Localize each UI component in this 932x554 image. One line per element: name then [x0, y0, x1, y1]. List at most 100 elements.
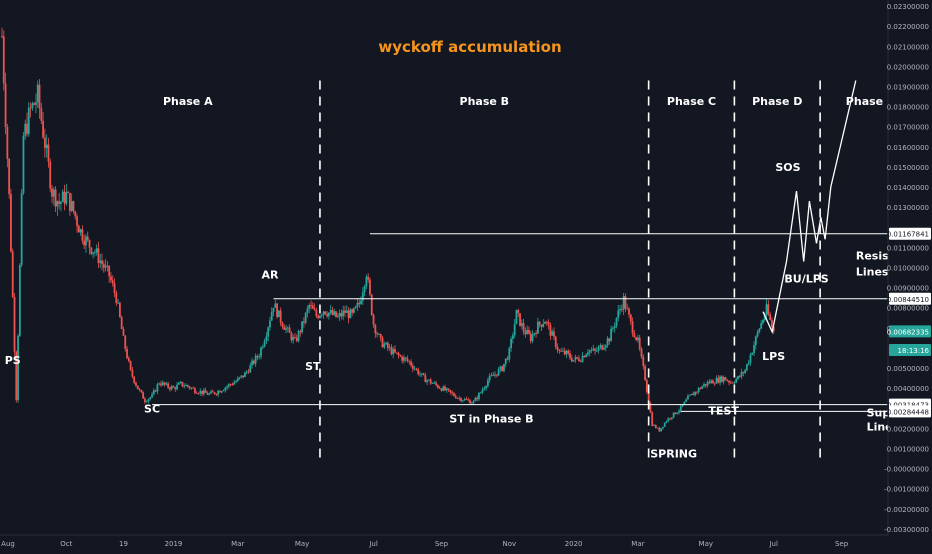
candle-body	[751, 352, 754, 355]
candle-body	[204, 390, 207, 393]
candle-body	[769, 314, 772, 320]
candle-body	[422, 373, 425, 376]
candle-body	[397, 352, 400, 356]
candle-body	[104, 265, 107, 268]
price-label: 0.00284448	[887, 408, 929, 416]
candle-body	[435, 382, 437, 385]
candle-body	[29, 107, 32, 109]
time-axis-background	[0, 535, 932, 550]
time-tick-label: Oct	[60, 540, 72, 548]
candle-body	[183, 386, 186, 387]
candle-body	[261, 346, 264, 348]
candle-body	[742, 371, 745, 374]
candle-body	[13, 296, 16, 352]
time-tick-label: Jul	[368, 540, 378, 548]
candle-body	[526, 329, 529, 335]
price-tick-label: 0.02300000	[887, 3, 929, 11]
price-label: 0.00844510	[887, 296, 929, 304]
candle-body	[704, 384, 707, 386]
candle-body	[522, 323, 525, 332]
phase-label: Phase A	[163, 95, 213, 108]
candle-body	[729, 382, 732, 384]
candle-body	[553, 331, 555, 337]
candle-body	[733, 382, 736, 384]
candle-body	[556, 347, 559, 350]
candle-body	[538, 321, 541, 325]
candle-body	[585, 354, 588, 358]
candle-body	[583, 355, 586, 358]
candle-body	[297, 331, 300, 341]
candle-body	[385, 342, 387, 345]
time-tick-label: Nov	[502, 540, 516, 548]
candle-body	[762, 320, 764, 324]
candle-body	[74, 211, 77, 217]
candle-body	[311, 305, 314, 309]
price-tick-label: 0.02100000	[887, 43, 929, 51]
candle-body	[637, 337, 639, 340]
candle-body	[551, 331, 554, 336]
candle-body	[413, 368, 416, 370]
candle-body	[90, 247, 93, 254]
candle-body	[263, 341, 266, 347]
candle-body	[227, 384, 230, 387]
candle-body	[706, 382, 709, 386]
candle-body	[152, 390, 155, 395]
candle-body	[68, 192, 71, 211]
candle-body	[206, 392, 209, 395]
candle-body	[36, 84, 39, 103]
candle-body	[101, 260, 103, 265]
candle-body	[647, 391, 650, 404]
candle-body	[249, 365, 252, 373]
candle-body	[403, 357, 405, 361]
candle-body	[345, 310, 348, 313]
candle-body	[431, 383, 434, 385]
candle-body	[678, 410, 680, 413]
candle-body	[327, 312, 330, 317]
candle-body	[749, 354, 752, 363]
candle-body	[554, 336, 557, 348]
candle-body	[474, 397, 477, 402]
candle-body	[670, 417, 673, 419]
candle-body	[60, 201, 62, 204]
candle-body	[463, 398, 466, 401]
candle-body	[367, 276, 370, 280]
candle-body	[488, 375, 491, 381]
time-tick-label: 2020	[565, 540, 583, 548]
candle-body	[504, 358, 507, 364]
candle-body	[372, 314, 375, 325]
time-tick-label: Mar	[231, 540, 244, 548]
candle-body	[533, 333, 536, 335]
candle-body	[720, 376, 723, 382]
candle-body	[352, 308, 355, 313]
candle-body	[154, 390, 157, 392]
candle-body	[110, 276, 112, 281]
candle-body	[177, 383, 180, 385]
candle-body	[169, 387, 171, 390]
candle-body	[701, 386, 704, 389]
candle-body	[215, 394, 218, 395]
candle-body	[147, 398, 150, 402]
candle-body	[299, 331, 302, 333]
price-tick-label: 0.00200000	[887, 425, 929, 433]
candle-body	[233, 382, 236, 385]
candle-body	[688, 395, 691, 396]
candle-body	[461, 400, 464, 402]
candle-body	[687, 395, 689, 400]
candle-body	[469, 400, 471, 404]
candle-body	[499, 366, 502, 370]
candle-body	[581, 355, 584, 362]
candle-body	[324, 311, 327, 315]
candle-body	[338, 313, 341, 317]
candle-body	[145, 401, 148, 403]
candle-body	[77, 225, 80, 233]
candle-body	[220, 391, 223, 393]
candle-body	[756, 332, 759, 337]
candle-body	[224, 387, 227, 391]
candle-body	[54, 189, 57, 207]
candle-body	[197, 393, 200, 395]
projection-path	[762, 80, 857, 334]
candle-body	[653, 425, 655, 426]
candle-body	[597, 347, 600, 351]
candle-body	[420, 373, 423, 375]
candle-body	[515, 309, 518, 325]
